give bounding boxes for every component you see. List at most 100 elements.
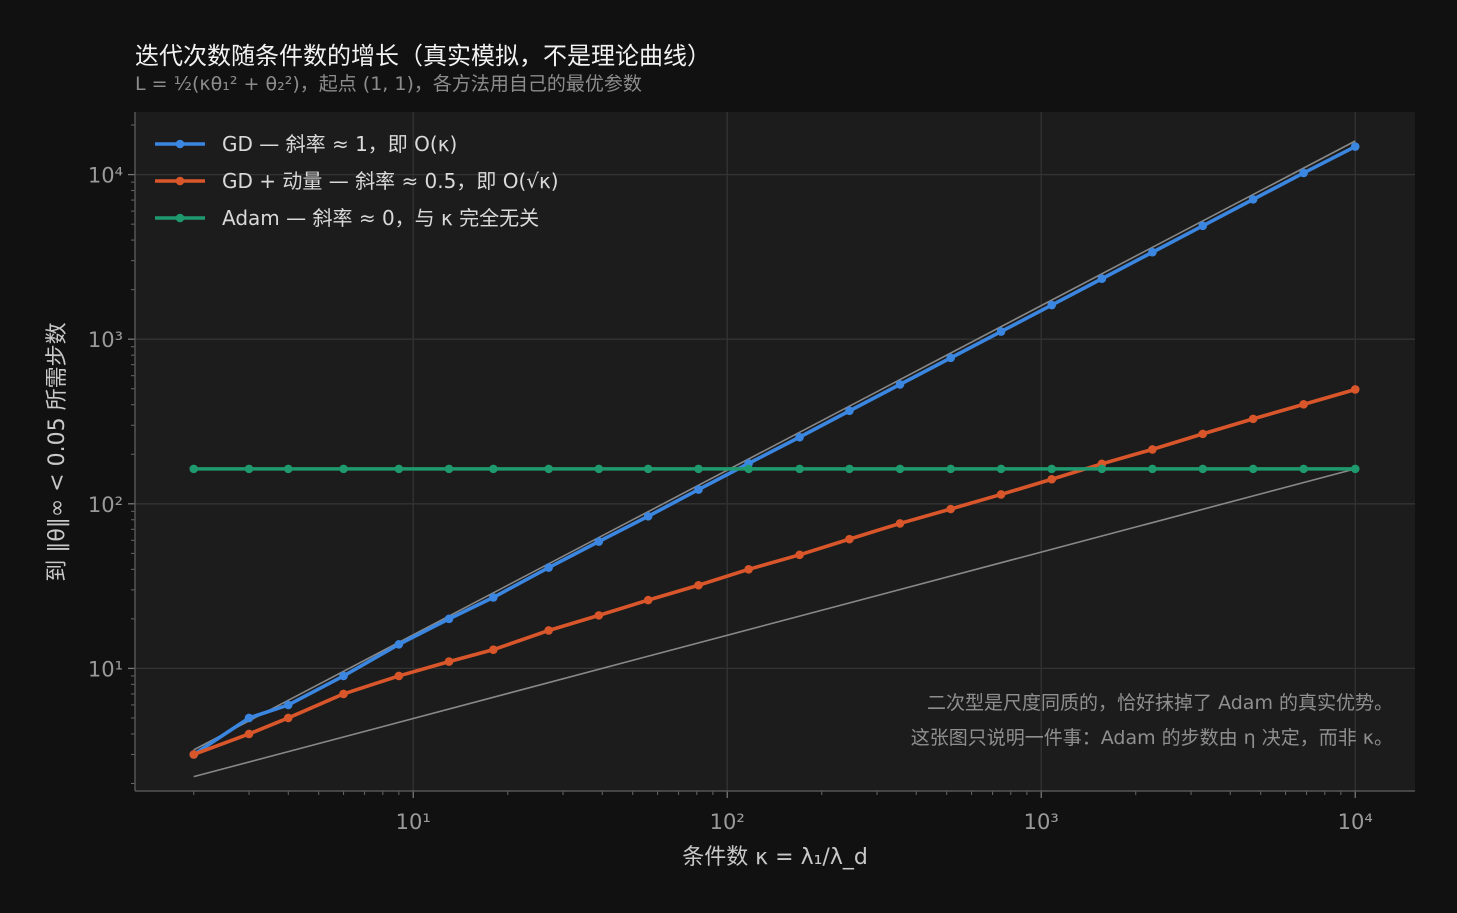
data-point	[544, 464, 553, 474]
x-axis-label: 条件数 κ = λ₁/λ_d	[682, 845, 868, 870]
data-point	[1299, 464, 1308, 474]
y-tick-label: 10³	[88, 328, 123, 352]
data-point	[489, 645, 498, 654]
data-point	[444, 657, 454, 666]
data-point	[394, 671, 404, 681]
data-point	[1350, 464, 1360, 474]
data-point	[283, 700, 293, 710]
data-point	[694, 485, 703, 494]
data-point	[744, 464, 753, 474]
data-point	[489, 593, 498, 602]
data-point	[394, 640, 404, 649]
data-point	[895, 464, 905, 474]
data-point	[946, 504, 956, 514]
data-point	[1097, 274, 1107, 284]
data-point	[1350, 385, 1360, 394]
data-point	[1299, 400, 1308, 409]
data-point	[643, 464, 653, 474]
y-axis-label: 到 ‖θ‖∞ < 0.05 所需步数	[45, 322, 70, 581]
data-point	[1248, 414, 1258, 424]
data-point	[544, 626, 553, 635]
legend-label: GD — 斜率 ≈ 1，即 O(κ)	[222, 132, 457, 156]
data-point	[744, 565, 753, 574]
reference-line	[193, 468, 1356, 778]
data-point	[996, 490, 1006, 499]
data-point	[1047, 464, 1057, 474]
data-point	[946, 464, 956, 474]
data-point	[996, 464, 1006, 474]
legend: GD — 斜率 ≈ 1，即 O(κ) GD + 动量 — 斜率 ≈ 0.5，即 O…	[155, 132, 559, 230]
data-point	[845, 406, 854, 416]
series-2	[189, 464, 1360, 474]
y-tick-label: 10¹	[88, 657, 123, 681]
data-point	[244, 713, 254, 723]
data-point	[189, 750, 199, 759]
data-point	[1198, 221, 1208, 231]
data-point	[996, 327, 1006, 336]
data-point	[339, 689, 348, 699]
x-tick-label: 10¹	[396, 810, 431, 834]
data-point	[1047, 474, 1057, 484]
data-point	[895, 519, 905, 528]
data-point	[594, 611, 604, 620]
legend-label: GD + 动量 — 斜率 ≈ 0.5，即 O(√κ)	[222, 169, 559, 193]
data-point	[394, 464, 404, 474]
data-point	[189, 464, 199, 474]
data-point	[1148, 464, 1157, 474]
data-point	[1248, 195, 1258, 204]
data-point	[643, 511, 653, 521]
data-point	[1097, 464, 1107, 474]
data-point	[1198, 464, 1208, 474]
data-point	[544, 563, 553, 572]
data-point	[795, 432, 804, 442]
data-point	[244, 729, 254, 739]
annotation-line-1: 二次型是尺度同质的，恰好抹掉了 Adam 的真实优势。	[927, 692, 1393, 714]
data-point	[694, 464, 703, 474]
x-tick-label: 10³	[1024, 810, 1059, 834]
data-point	[339, 671, 348, 681]
x-tick-labels: 10¹ 10² 10³ 10⁴	[396, 810, 1373, 834]
y-tick-label: 10⁴	[88, 164, 123, 188]
data-point	[946, 353, 956, 363]
data-point	[643, 595, 653, 605]
series-0	[189, 142, 1360, 759]
data-point	[845, 464, 854, 474]
legend-marker	[175, 213, 185, 223]
data-point	[244, 464, 254, 474]
series-line	[191, 387, 1358, 757]
x-tick-label: 10²	[710, 810, 745, 834]
legend-marker	[175, 139, 185, 149]
annotation-line-2: 这张图只说明一件事：Adam 的步数由 η 决定，而非 κ。	[911, 727, 1393, 749]
data-point	[1350, 142, 1360, 151]
reference-line	[193, 140, 1356, 751]
data-point	[283, 464, 293, 474]
series-1	[189, 385, 1360, 759]
data-point	[1299, 168, 1308, 178]
data-point	[339, 464, 348, 474]
data-point	[594, 537, 604, 546]
reference-lines	[193, 140, 1356, 778]
data-point	[444, 464, 454, 474]
data-point	[795, 550, 804, 560]
series-line	[191, 144, 1358, 757]
data-point	[795, 464, 804, 474]
x-tick-label: 10⁴	[1338, 810, 1373, 834]
data-point	[694, 580, 703, 590]
data-point	[845, 534, 854, 544]
data-point	[283, 713, 293, 723]
data-point	[1248, 464, 1258, 474]
chart-title: 迭代次数随条件数的增长（真实模拟，不是理论曲线）	[135, 42, 711, 70]
data-point	[489, 464, 498, 474]
data-point	[895, 380, 905, 389]
y-tick-labels: 10¹ 10² 10³ 10⁴	[88, 164, 123, 682]
data-series	[189, 142, 1360, 759]
legend-marker	[175, 176, 185, 186]
data-point	[1148, 445, 1157, 454]
legend-label: Adam — 斜率 ≈ 0，与 κ 完全无关	[222, 206, 539, 230]
data-point	[1047, 300, 1057, 310]
y-tick-label: 10²	[88, 493, 123, 517]
data-point	[1148, 247, 1157, 257]
data-point	[594, 464, 604, 474]
data-point	[444, 614, 454, 624]
